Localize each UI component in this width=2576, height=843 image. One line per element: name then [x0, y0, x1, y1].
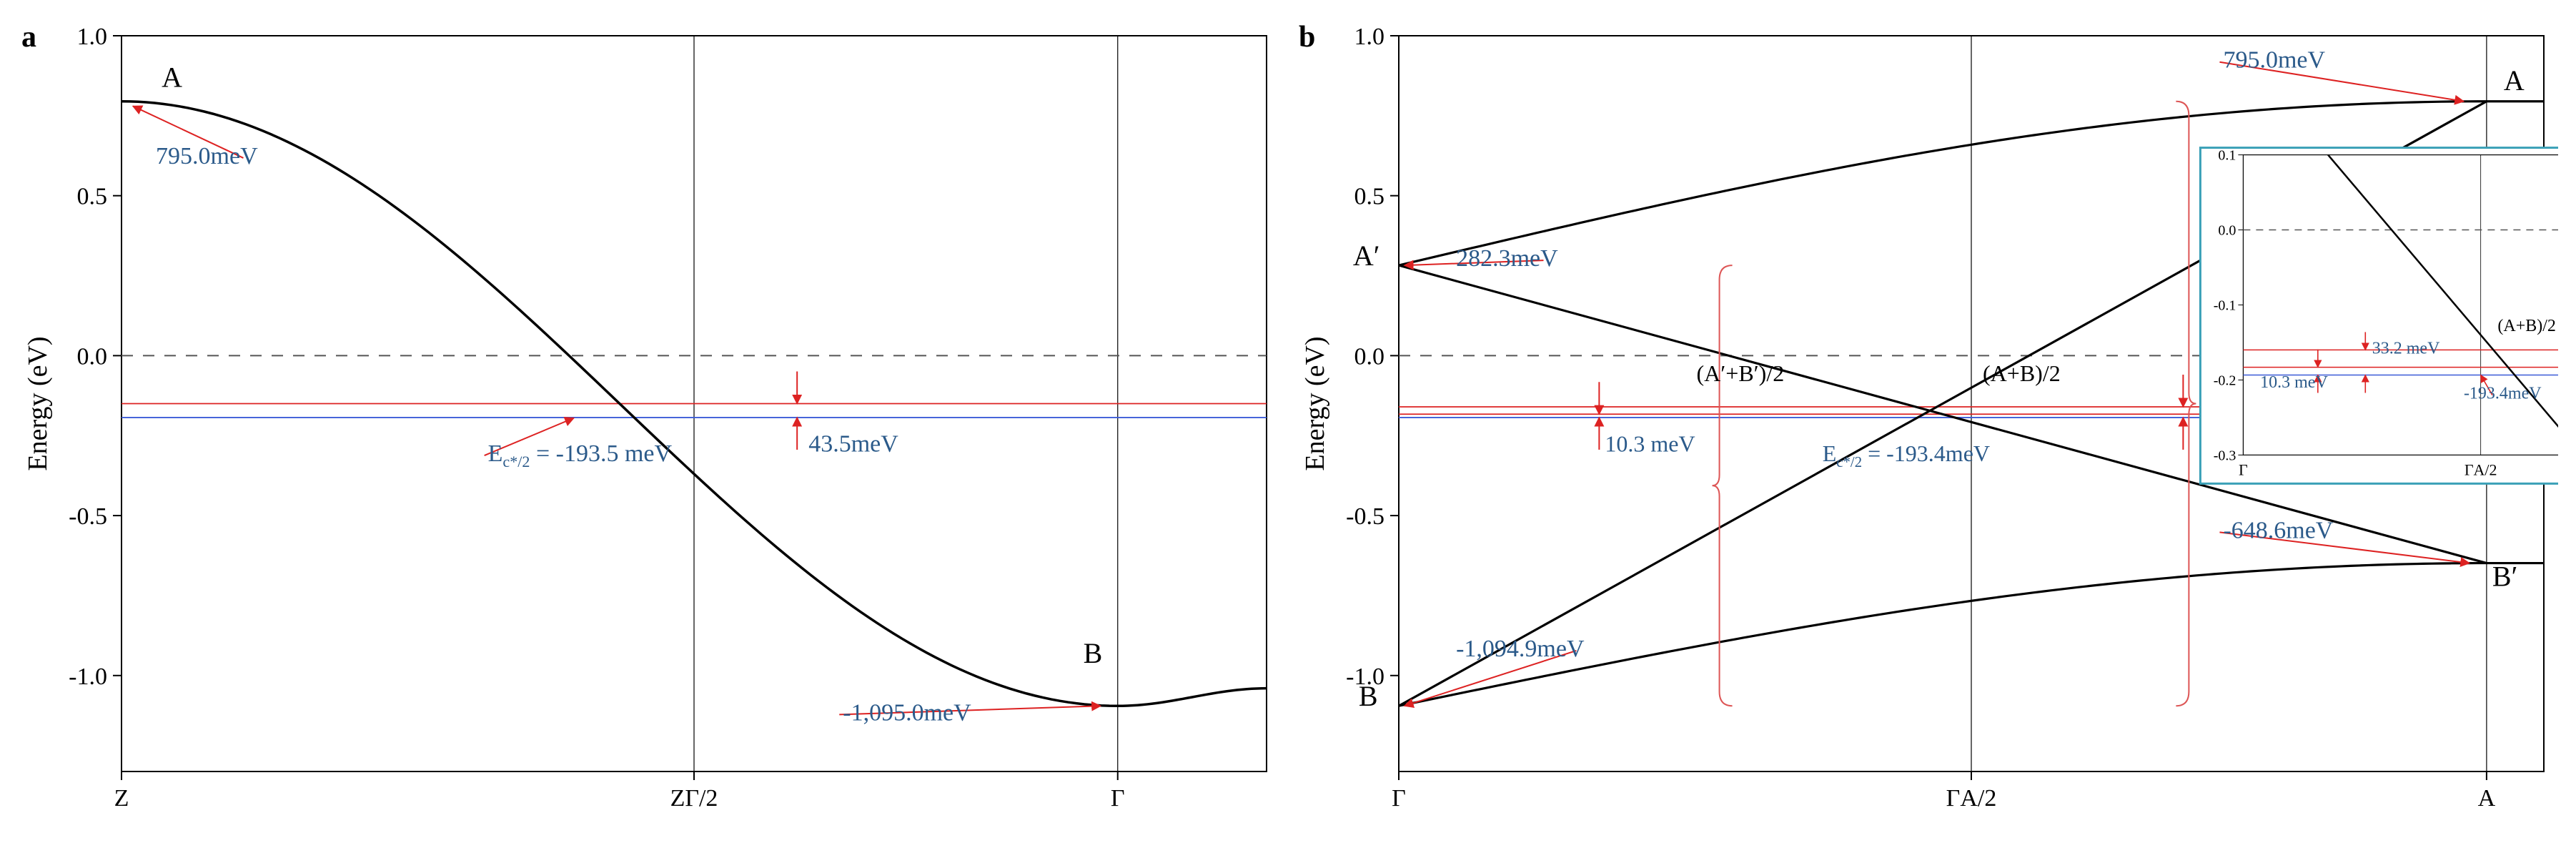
svg-text:B′: B′	[2492, 561, 2517, 593]
svg-text:-0.3: -0.3	[2214, 448, 2236, 463]
svg-text:Ec*/2 = -193.5 meV: Ec*/2 = -193.5 meV	[488, 440, 673, 470]
svg-text:-0.1: -0.1	[2214, 297, 2236, 313]
svg-text:A′: A′	[1353, 240, 1380, 272]
svg-text:B: B	[1359, 680, 1378, 712]
svg-text:0.0: 0.0	[77, 343, 108, 370]
svg-text:-648.6meV: -648.6meV	[2223, 517, 2333, 543]
svg-text:-1.0: -1.0	[69, 664, 107, 690]
svg-text:43.5meV: 43.5meV	[808, 431, 898, 458]
svg-text:1.0: 1.0	[77, 24, 108, 50]
svg-text:282.3meV: 282.3meV	[1456, 245, 1558, 272]
svg-text:0.5: 0.5	[77, 184, 108, 210]
svg-text:0.0: 0.0	[1354, 343, 1385, 370]
svg-text:(A+B)/2: (A+B)/2	[2497, 317, 2556, 335]
svg-text:Z: Z	[114, 785, 129, 812]
svg-text:A: A	[2504, 64, 2525, 97]
svg-text:ΓA/2: ΓA/2	[2464, 460, 2497, 478]
svg-text:ZΓ/2: ZΓ/2	[670, 785, 718, 812]
svg-text:-0.5: -0.5	[1346, 503, 1384, 530]
svg-text:10.3 meV: 10.3 meV	[1605, 431, 1695, 457]
svg-text:Γ: Γ	[1111, 785, 1125, 812]
svg-text:0.5: 0.5	[1354, 184, 1385, 210]
panel-b: b-1.0-0.50.00.51.0Energy (eV)ΓΓA/2AA′282…	[1292, 14, 2562, 829]
svg-text:-193.4meV: -193.4meV	[2464, 385, 2542, 403]
svg-text:795.0meV: 795.0meV	[156, 143, 258, 169]
svg-text:Γ: Γ	[1392, 785, 1406, 812]
svg-text:-1,094.9meV: -1,094.9meV	[1456, 636, 1585, 662]
svg-text:Energy (eV): Energy (eV)	[23, 336, 53, 470]
svg-text:Ec*/2 = -193.4meV: Ec*/2 = -193.4meV	[1823, 440, 1990, 470]
svg-text:-1,095.0meV: -1,095.0meV	[843, 699, 971, 726]
svg-text:0.1: 0.1	[2218, 148, 2236, 164]
svg-text:a: a	[21, 21, 36, 54]
svg-text:Energy (eV): Energy (eV)	[1300, 336, 1330, 470]
svg-text:(A+B)/2: (A+B)/2	[1983, 360, 2061, 386]
svg-text:795.0meV: 795.0meV	[2223, 47, 2325, 74]
svg-text:ΓA/2: ΓA/2	[1946, 785, 1997, 812]
svg-text:(A′+B′)/2: (A′+B′)/2	[1697, 360, 1785, 386]
svg-text:1.0: 1.0	[1354, 24, 1385, 50]
figure-container: a -1.0 -0.5 0.0 0.5 1.0 Energy (eV) Z ZΓ/2 Γ A 795.…	[14, 14, 2562, 829]
svg-text:33.2 meV: 33.2 meV	[2372, 340, 2440, 358]
svg-text:Γ: Γ	[2239, 460, 2248, 478]
svg-text:0.0: 0.0	[2218, 223, 2236, 239]
panel-a: a -1.0 -0.5 0.0 0.5 1.0 Energy (eV) Z ZΓ/2 Γ A 795.…	[14, 14, 1284, 829]
svg-text:10.3 meV: 10.3 meV	[2260, 373, 2328, 392]
svg-text:B: B	[1084, 637, 1103, 669]
svg-text:-0.5: -0.5	[69, 503, 107, 530]
svg-text:-0.2: -0.2	[2214, 373, 2236, 388]
svg-text:b: b	[1299, 21, 1315, 54]
svg-text:A: A	[162, 61, 182, 94]
svg-text:A: A	[2478, 785, 2496, 812]
